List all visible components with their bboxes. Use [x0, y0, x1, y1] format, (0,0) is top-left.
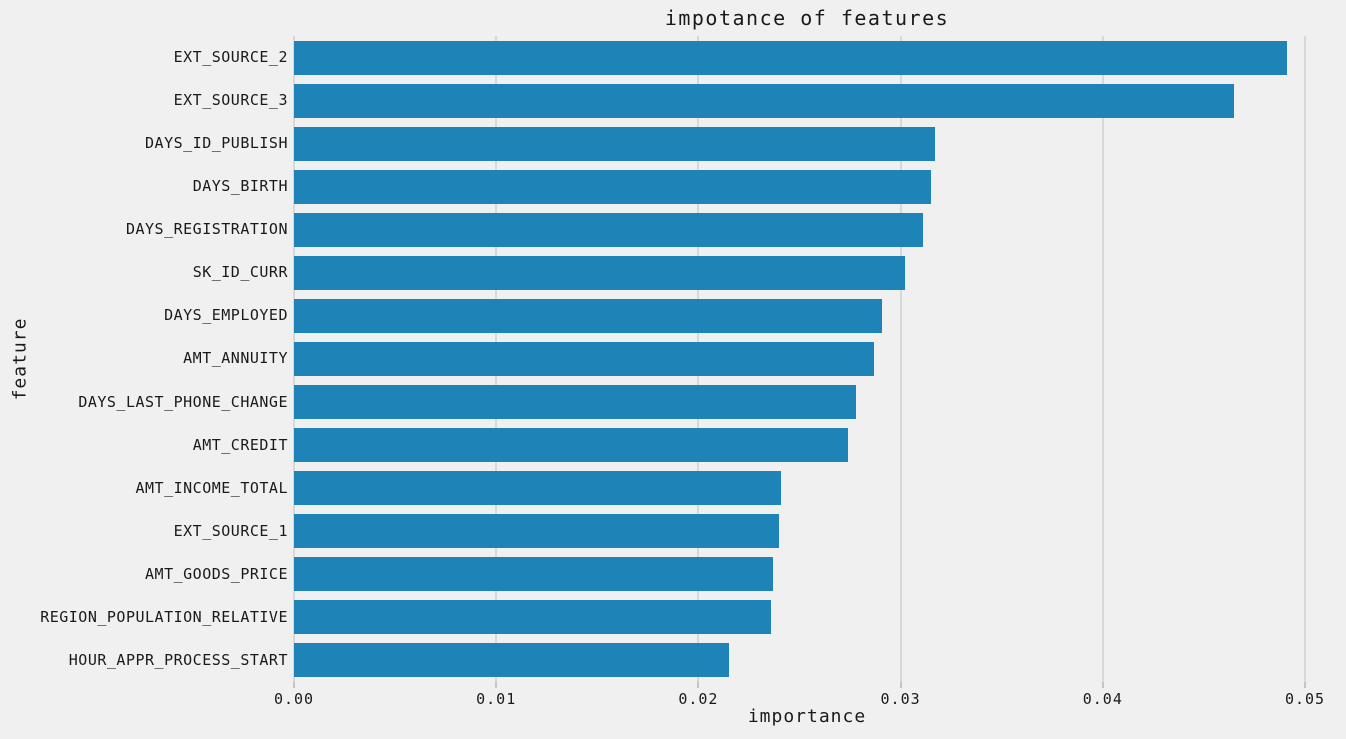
x-tick-label: 0.03	[880, 690, 921, 708]
category-label: EXT_SOURCE_1	[173, 521, 288, 540]
gridline	[1304, 36, 1306, 682]
gridline	[1101, 36, 1104, 682]
bar	[294, 169, 931, 204]
x-axis-label: importance	[747, 706, 867, 727]
x-axis: 0.00 0.01 0.02 0.03 0.04 0.05	[274, 682, 1324, 722]
bar	[294, 514, 780, 549]
bar	[294, 471, 782, 506]
x-tick-mark	[293, 682, 295, 688]
gridline	[899, 36, 902, 682]
category-label: SK_ID_CURR	[192, 263, 288, 282]
x-tick-label: 0.02	[678, 690, 719, 708]
category-axis: EXT_SOURCE_2 EXT_SOURCE_3 DAYS_ID_PUBLISH D…	[0, 36, 288, 682]
bar	[294, 298, 883, 333]
x-tick-mark	[495, 682, 498, 688]
bar	[294, 126, 935, 161]
category-label: DAYS_LAST_PHONE_CHANGE	[78, 392, 288, 411]
category-label: HOUR_APPR_PROCESS_START	[68, 650, 288, 669]
bar	[294, 212, 923, 247]
category-label: AMT_INCOME_TOTAL	[135, 478, 288, 497]
x-tick-label: 0.00	[273, 690, 315, 708]
bar	[294, 600, 772, 635]
category-label: EXT_SOURCE_2	[173, 48, 288, 66]
category-label: AMT_ANNUITY	[183, 349, 288, 368]
category-label: DAYS_ID_PUBLISH	[145, 134, 288, 153]
bar	[294, 255, 905, 290]
bar	[294, 40, 1287, 75]
bar	[294, 385, 857, 420]
chart-title: impotance of features	[664, 6, 950, 30]
category-label: EXT_SOURCE_3	[173, 91, 288, 110]
bar	[294, 643, 729, 678]
category-label: DAYS_EMPLOYED	[164, 306, 288, 325]
x-tick-mark	[1101, 682, 1104, 688]
bar	[294, 83, 1235, 118]
x-tick-label: 0.05	[1284, 690, 1326, 708]
bar	[294, 557, 774, 592]
x-tick-mark	[1304, 682, 1306, 688]
x-tick-mark	[899, 682, 902, 688]
x-tick-label: 0.04	[1082, 690, 1123, 708]
category-label: AMT_CREDIT	[192, 435, 288, 454]
category-label: AMT_GOODS_PRICE	[145, 564, 288, 583]
bar	[294, 342, 875, 376]
plot-area	[293, 36, 1320, 682]
category-label: DAYS_BIRTH	[192, 177, 288, 196]
category-label: REGION_POPULATION_RELATIVE	[40, 607, 288, 626]
bar	[294, 428, 849, 463]
x-tick-label: 0.01	[476, 690, 517, 708]
x-tick-mark	[697, 682, 700, 688]
category-label: DAYS_REGISTRATION	[125, 220, 288, 239]
